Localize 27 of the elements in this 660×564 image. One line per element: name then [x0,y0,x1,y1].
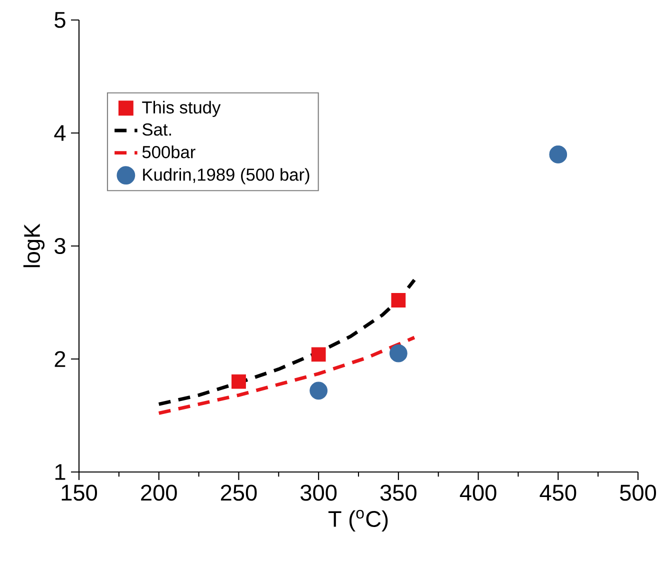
legend-label: Sat. [142,123,171,136]
point [310,382,328,400]
x-tick-label: 350 [380,484,416,501]
y-tick-label: 1 [55,464,66,480]
line-series [157,336,416,415]
x-axis-title: T ($^{o}$C) [328,510,388,532]
point [391,293,406,308]
x-tick-label: 400 [460,484,496,501]
x-tick-label: 450 [540,484,576,501]
y-axis-title: logK [23,224,45,268]
legend-label: This study [142,100,221,118]
legend-label: Kudrin,1989 (500 bar) [143,168,310,184]
line-series [157,278,416,406]
y-tick-label: 3 [54,238,66,254]
x-tick-label: 250 [220,484,257,501]
x-tick-label: 200 [141,484,177,501]
point [549,146,568,164]
y-tick-label: 4 [54,125,66,141]
y-tick-label: 2 [54,351,66,367]
point [389,344,408,362]
legend-label: 500bar [142,146,196,158]
y-tick-label: 5 [54,12,66,28]
x-tick-label: 300 [300,484,337,501]
x-tick-label: 500 [620,484,656,501]
point [232,374,246,389]
x-tick-label: 150 [62,484,98,501]
point [311,347,326,362]
